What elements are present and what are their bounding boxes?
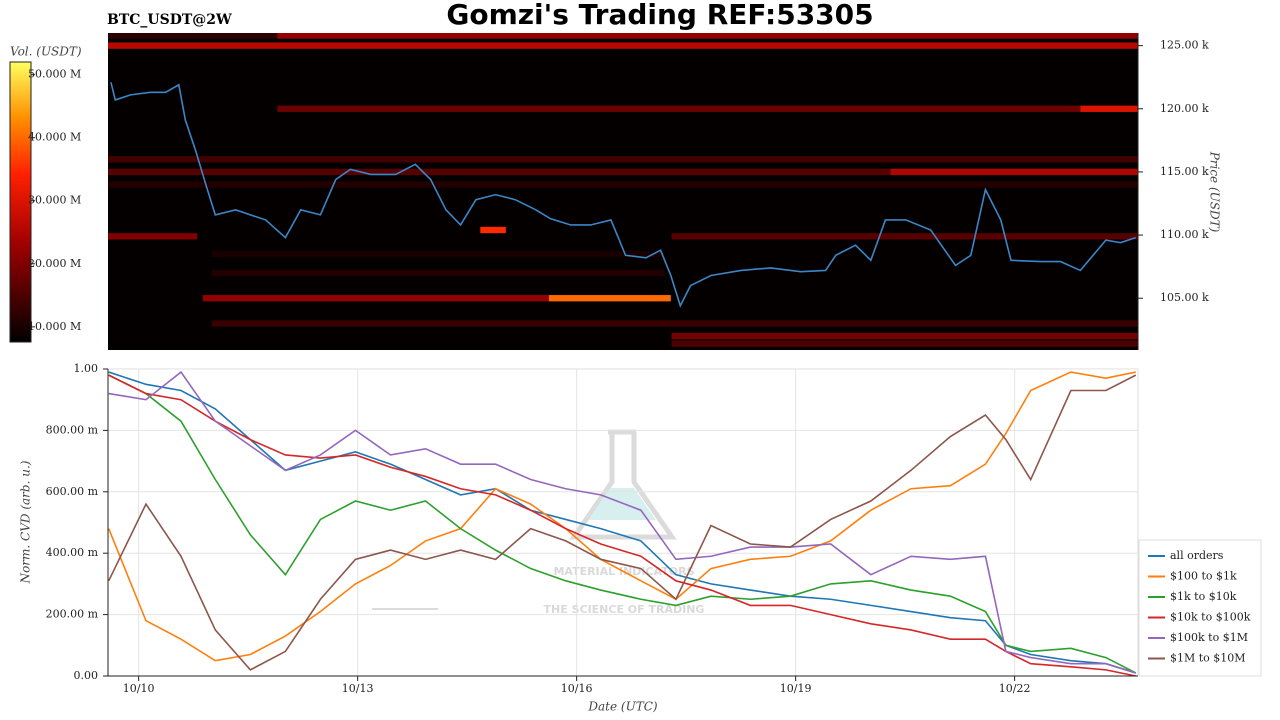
liquidity-band [890,168,1138,176]
liquidity-band [277,33,1138,39]
legend-label: all orders [1170,549,1224,562]
legend-label: $100k to $1M [1170,631,1248,644]
plot-area [107,368,1139,677]
liquidity-band [548,295,671,302]
liquidity-band [277,105,1081,112]
colorbar-tick-label: 30.000 M [28,194,81,207]
liquidity-band [671,340,1138,347]
liquidity-band [211,250,665,258]
colorbar [9,61,32,343]
x-tick-label: 10/10 [123,682,155,695]
y-tick-label: 400.00 m [46,546,99,559]
cvd-lines [108,369,1138,676]
y-axis-label: Norm. CVD (arb. u.) [19,460,33,584]
x-tick-label: 10/19 [780,682,812,695]
legend-label: $100 to $1k [1170,570,1237,583]
y-tick-label: 105.00 k [1160,291,1209,304]
y-tick-label: 115.00 k [1160,165,1209,178]
y-tick-label: 600.00 m [46,485,99,498]
colorbar-label: Vol. (USDT) [10,45,82,59]
y-tick-label: 110.00 k [1160,228,1209,241]
liquidity-band [671,332,1138,340]
liquidity-band [671,233,1138,240]
x-tick-label: 10/22 [999,682,1031,695]
liquidity-band [108,33,278,39]
cvd-line [108,371,1136,662]
liquidity-band [108,42,1138,49]
liquidity-band [211,269,665,277]
colorbar-tick-label: 20.000 M [28,257,81,270]
x-tick-label: 10/16 [561,682,593,695]
cvd-line [108,374,1136,676]
symbol-label: BTC_USDT@2W [107,12,232,28]
legend-label: $1k to $10k [1170,590,1237,603]
y-tick-label: 120.00 k [1160,102,1209,115]
liquidity-band [1080,105,1138,112]
liquidity-band [108,156,1138,163]
y-tick-label: 200.00 m [46,608,99,621]
liquidity-band [108,181,1138,188]
x-tick-label: 10/13 [342,682,374,695]
y-tick-label: 1.00 [74,362,99,375]
liquidity-band [108,233,198,240]
cvd-line [108,374,1137,671]
colorbar-tick-label: 50.000 M [28,68,81,81]
heatmap [108,33,1138,347]
colorbar-tick-label: 40.000 M [28,131,81,144]
liquidity-band [108,168,891,176]
cvd-line [108,374,1137,674]
price-line [110,82,1137,308]
colorbar-tick-label: 10.000 M [28,320,81,333]
watermark-tagline: THE SCIENCE OF TRADING [544,603,705,616]
heatmap-background [108,33,1138,350]
y-tick-label: 800.00 m [46,423,99,436]
y-tick-label: 125.00 k [1160,39,1209,52]
chart-title: Gomzi's Trading REF:53305 [446,0,873,31]
liquidity-band [202,295,549,302]
liquidity-band [211,320,1138,327]
liquidity-band [480,226,506,234]
y-axis-label: Price (USDT) [1208,151,1222,233]
legend [1138,539,1262,677]
cvd-line [108,370,1137,674]
legend-label: $1M to $10M [1170,652,1246,665]
cvd-line [108,371,1137,674]
legend-label: $10k to $100k [1170,611,1251,624]
x-axis-label: Date (UTC) [587,700,657,714]
y-tick-label: 0.00 [74,669,99,682]
